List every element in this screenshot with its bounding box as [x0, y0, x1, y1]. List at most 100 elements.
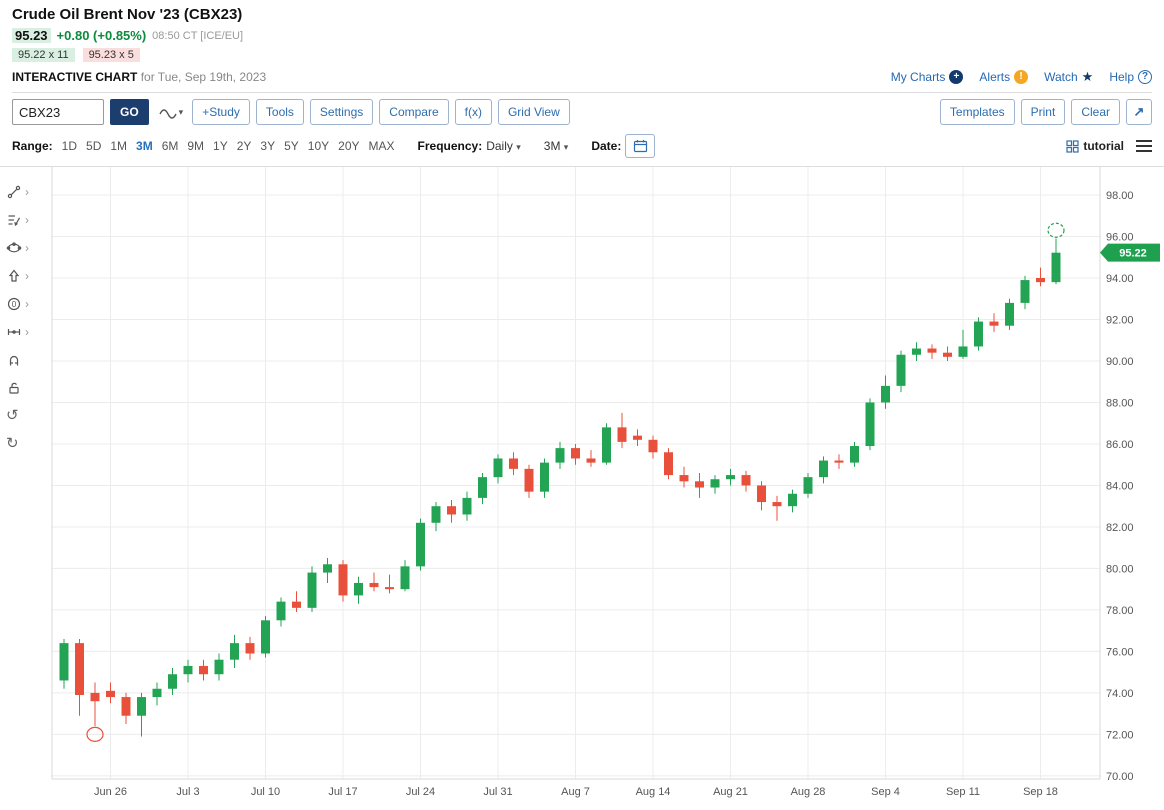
- candle: [230, 634, 239, 669]
- range-option-2y[interactable]: 2Y: [236, 139, 252, 153]
- chart-type-selector[interactable]: ▾: [155, 105, 187, 119]
- frequency-label: Frequency:: [417, 139, 483, 153]
- bid-quote: 95.22 x 11: [12, 48, 75, 62]
- lock-tool[interactable]: [6, 377, 29, 398]
- frequency-group: Frequency: Daily ▾: [418, 139, 521, 153]
- x-axis-label: Jul 17: [328, 786, 357, 798]
- candle: [199, 659, 208, 681]
- candle: [710, 475, 720, 494]
- date-label: Date:: [591, 139, 622, 153]
- candle: [896, 350, 906, 393]
- y-axis-label: 86.00: [1106, 439, 1134, 451]
- interactive-chart-row: INTERACTIVE CHART for Tue, Sep 19th, 202…: [12, 69, 1152, 93]
- last-price: 95.23: [12, 28, 51, 43]
- alert-icon: !: [1014, 70, 1029, 84]
- menu-icon[interactable]: [1136, 140, 1152, 152]
- range-option-3y[interactable]: 3Y: [260, 139, 276, 153]
- range-option-6m[interactable]: 6M: [161, 139, 179, 153]
- candle: [1036, 267, 1045, 287]
- settings-button[interactable]: Settings: [309, 99, 374, 125]
- annotation-tool[interactable]: ›: [6, 209, 29, 230]
- my-charts-label: My Charts: [890, 70, 946, 84]
- candle: [276, 597, 286, 627]
- candle: [400, 560, 410, 592]
- toolbar-right: Templates Print Clear ↗: [939, 99, 1152, 125]
- candle: [261, 616, 270, 658]
- watch-link[interactable]: Watch ★: [1044, 69, 1093, 85]
- go-button[interactable]: GO: [110, 99, 149, 125]
- period-group: 3M ▾: [544, 139, 569, 153]
- alerts-link[interactable]: Alerts !: [979, 70, 1029, 84]
- candle: [59, 638, 69, 689]
- price-change: +0.80 (+0.85%): [56, 28, 147, 43]
- study-button[interactable]: +Study: [192, 99, 250, 125]
- candle: [493, 454, 503, 484]
- candle: [137, 692, 146, 737]
- y-axis-label: 74.00: [1106, 688, 1134, 700]
- x-axis-label: Sep 4: [871, 786, 900, 798]
- chevron-right-icon: ›: [25, 324, 29, 339]
- tools-button[interactable]: Tools: [255, 99, 304, 125]
- tutorial-link[interactable]: tutorial: [1066, 139, 1124, 153]
- candle: [478, 473, 487, 505]
- magnet-tool[interactable]: [6, 349, 29, 370]
- range-option-5y[interactable]: 5Y: [284, 139, 299, 153]
- candle: [354, 576, 363, 604]
- my-charts-link[interactable]: My Charts +: [891, 70, 964, 84]
- templates-button[interactable]: Templates: [939, 99, 1015, 125]
- y-axis-label: 78.00: [1106, 605, 1134, 617]
- print-button[interactable]: Print: [1020, 99, 1066, 125]
- y-axis-label: 96.00: [1106, 231, 1134, 243]
- candle: [834, 454, 844, 469]
- chevron-right-icon: ›: [25, 296, 29, 311]
- x-axis-label: Aug 14: [636, 786, 671, 798]
- fx-button[interactable]: f(x): [454, 99, 492, 125]
- range-option-9m[interactable]: 9M: [187, 139, 205, 153]
- candle: [571, 443, 580, 465]
- arrow-tool[interactable]: ›: [6, 265, 29, 286]
- grid-view-button[interactable]: Grid View: [497, 99, 570, 125]
- range-option-10y[interactable]: 10Y: [307, 139, 330, 153]
- compare-button[interactable]: Compare: [379, 99, 449, 125]
- interactive-chart-label: INTERACTIVE CHART: [12, 70, 138, 84]
- frequency-dropdown[interactable]: Daily ▾: [486, 139, 521, 153]
- chart-plot-area[interactable]: 70.00 72.00 74.00 76.00 78.00 80.00 82.00 84.00…: [0, 167, 1164, 810]
- counter-tool[interactable]: 0 ›: [6, 293, 29, 314]
- chevron-down-icon: ▾: [516, 142, 521, 152]
- redo-tool[interactable]: ↻: [6, 433, 29, 454]
- plus-circle-icon: +: [949, 70, 964, 84]
- shapes-tool[interactable]: ›: [6, 237, 29, 258]
- measure-tool[interactable]: ›: [6, 321, 29, 342]
- clear-button[interactable]: Clear: [1071, 99, 1120, 125]
- calendar-button[interactable]: [625, 134, 656, 158]
- expand-button[interactable]: ↗: [1126, 99, 1152, 125]
- period-dropdown[interactable]: 3M ▾: [544, 139, 569, 153]
- candle: [803, 473, 813, 498]
- symbol-input[interactable]: [12, 99, 104, 125]
- range-option-max[interactable]: MAX: [368, 139, 395, 153]
- chart-area: 70.00 72.00 74.00 76.00 78.00 80.00 82.00 84.00…: [0, 167, 1164, 810]
- chart-toolbar: GO ▾ +Study Tools Settings Compare f(x) …: [0, 93, 1164, 129]
- quote-time: 08:50 CT [ICE/EU]: [152, 29, 244, 42]
- trendline-tool[interactable]: ›: [6, 181, 29, 202]
- help-link[interactable]: Help ?: [1109, 70, 1152, 84]
- svg-text:0: 0: [12, 300, 17, 309]
- price-row: 95.23 +0.80 (+0.85%) 08:50 CT [ICE/EU]: [12, 28, 1152, 43]
- trendline-icon: [7, 185, 21, 198]
- candle: [788, 489, 797, 513]
- candle: [90, 682, 100, 727]
- undo-tool[interactable]: ↺: [6, 405, 29, 426]
- candle: [586, 450, 596, 467]
- quote-header: Crude Oil Brent Nov '23 (CBX23) 95.23 +0…: [0, 0, 1164, 93]
- range-option-1m[interactable]: 1M: [110, 139, 128, 153]
- range-option-3m[interactable]: 3M: [136, 139, 153, 153]
- range-option-1y[interactable]: 1Y: [213, 139, 228, 153]
- candle: [214, 653, 224, 681]
- range-option-5d[interactable]: 5D: [86, 139, 102, 153]
- candle: [106, 682, 115, 704]
- range-option-20y[interactable]: 20Y: [338, 139, 360, 153]
- candle: [633, 429, 642, 447]
- alerts-label: Alerts: [979, 70, 1011, 84]
- range-option-1d[interactable]: 1D: [61, 139, 78, 153]
- y-axis-label: 92.00: [1106, 314, 1134, 326]
